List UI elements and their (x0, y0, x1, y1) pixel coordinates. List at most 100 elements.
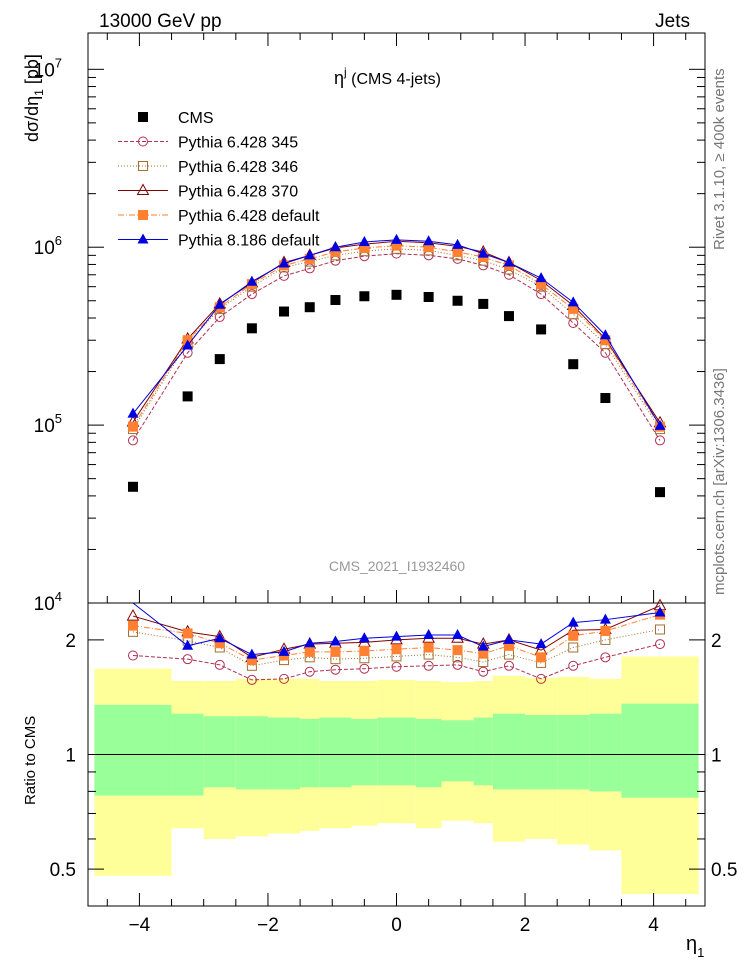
ratio-point (452, 659, 463, 670)
data-point (329, 241, 341, 252)
legend-marker (136, 183, 150, 195)
legend-entry: Pythia 8.186 default (118, 233, 320, 250)
ratio-point (536, 673, 547, 684)
ratio-point (423, 629, 435, 640)
ratio-point (536, 652, 547, 663)
main-y-tick-exponent: 7 (55, 55, 62, 70)
x-tick-label: −2 (257, 915, 279, 936)
x-tick-label: 4 (648, 915, 659, 936)
main-y-axis-title-sub: 1 (32, 89, 46, 96)
data-point (452, 295, 463, 306)
data-point (477, 247, 489, 258)
data-point (452, 238, 464, 249)
ratio-point (246, 674, 257, 685)
band-inner-bin (203, 716, 236, 788)
main-y-tick-base: 10 (34, 416, 55, 437)
ratio-point (304, 646, 315, 657)
series-line (132, 240, 661, 424)
data-point (391, 240, 402, 251)
data-point (359, 291, 370, 302)
ratio-point (391, 661, 402, 672)
ratio-y-tick-label-right: 0.5 (711, 860, 737, 881)
data-point (214, 298, 226, 309)
data-point (330, 294, 341, 305)
ratio-point (304, 666, 315, 677)
main-y-tick-label: 105 (34, 411, 62, 437)
data-point (214, 312, 225, 323)
ratio-point (478, 648, 489, 659)
data-point (304, 302, 315, 313)
main-y-tick-exponent: 6 (55, 233, 62, 248)
ratio-point (423, 642, 434, 653)
series-4 (127, 240, 666, 432)
band-inner-bin (473, 717, 493, 786)
band-inner-bin (377, 717, 416, 786)
series-3 (126, 234, 667, 428)
data-point (568, 303, 579, 314)
band-inner-bin (525, 714, 558, 790)
ratio-y-tick-label-left: 2 (65, 631, 76, 652)
data-point (599, 329, 611, 340)
main-y-tick-label: 106 (34, 233, 62, 259)
ratio-point (246, 655, 257, 666)
ratio-y-tick-label-left: 1 (65, 746, 76, 767)
data-point (535, 272, 547, 283)
main-y-axis-title: dσ/dη1 [pb] (22, 54, 46, 142)
band-inner-bin (267, 717, 301, 790)
ratio-point (599, 613, 611, 624)
band-inner-bin (557, 714, 590, 790)
data-point (279, 270, 290, 281)
band-inner-bin (621, 703, 699, 798)
series-line (132, 253, 661, 441)
main-y-tick-exponent: 5 (55, 411, 62, 426)
ratio-y-tick-label-right: 1 (711, 746, 722, 767)
ratio-point (452, 645, 463, 656)
data-point (567, 296, 579, 307)
data-point (127, 435, 138, 446)
ratio-point (423, 660, 434, 671)
ratio-series-line (132, 628, 661, 667)
data-point (304, 249, 316, 260)
ratio-point (329, 635, 341, 646)
data-point (127, 481, 138, 492)
data-point (214, 354, 225, 365)
ratio-series-0 (127, 639, 666, 685)
ratio-point (568, 642, 579, 653)
legend-label: Pythia 6.428 346 (178, 159, 298, 176)
main-y-tick-exponent: 4 (55, 589, 62, 604)
main-y-tick-base: 10 (34, 238, 55, 259)
legend: CMS Pythia 6.428 345 Pythia 6.428 346 Pythi… (118, 110, 320, 250)
ratio-point (214, 659, 225, 670)
ratio-point (567, 616, 579, 627)
band-inner-bin (319, 717, 352, 788)
data-point (568, 359, 579, 370)
ratio-series-line (132, 614, 661, 661)
ratio-point (568, 630, 579, 641)
data-point (568, 317, 579, 328)
ratio-plot-marks (126, 598, 667, 685)
ratio-point (214, 638, 225, 649)
data-point (127, 421, 138, 432)
data-point (600, 335, 611, 346)
ratio-point (279, 673, 290, 684)
header-right-label: Jets (655, 11, 690, 32)
plot-title-symbol: η (334, 68, 344, 88)
ratio-point (359, 646, 370, 657)
ratio-point (214, 632, 226, 643)
main-y-tick-label: 107 (34, 55, 62, 81)
main-plot-marks (126, 233, 667, 498)
data-point (536, 289, 547, 300)
ratio-point (330, 664, 341, 675)
main-y-tick-base: 10 (34, 594, 55, 615)
ratio-point (477, 640, 489, 651)
mcplots-label: mcplots.cern.ch [arXiv:1306.3436] (711, 368, 728, 595)
data-point (182, 391, 193, 402)
series-line (132, 239, 661, 427)
x-tick-label: −4 (129, 915, 151, 936)
ratio-point (304, 637, 316, 648)
ratio-y-tick-label-left: 0.5 (50, 860, 76, 881)
data-point (503, 256, 515, 267)
data-point (655, 487, 666, 498)
series-line (132, 245, 661, 427)
